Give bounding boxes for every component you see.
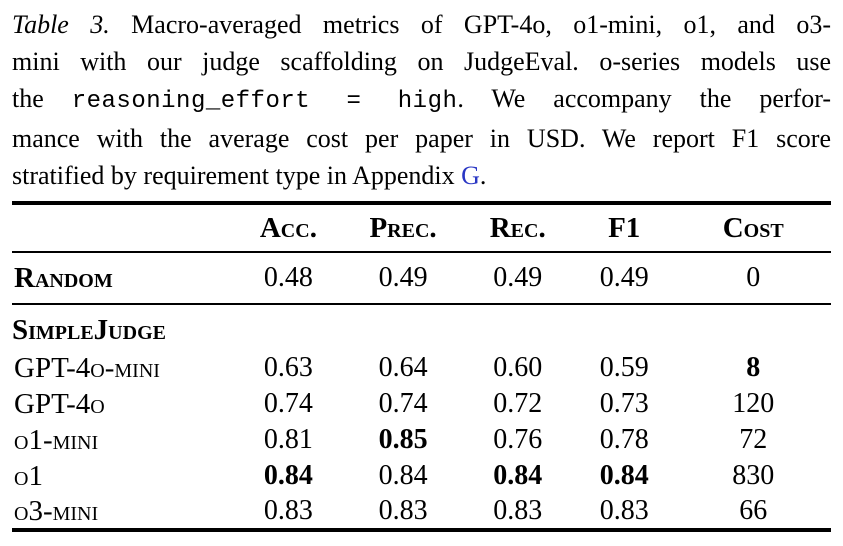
metric-cell: 0.60 [493,352,543,383]
caption-line: stratified by requirement type in Append… [12,157,831,194]
metric-cell: 0.78 [599,424,649,455]
metric-cell: 0.83 [263,495,313,526]
appendix-link[interactable]: G [461,161,480,190]
table-row: Random 0.48 0.49 0.49 0.49 0 [12,252,831,304]
metric-cell: 0.81 [263,424,313,455]
caption-segment: . [479,161,487,190]
row-label: GPT-4o [14,387,105,420]
caption-segment: Macro-averaged metrics of GPT-4o, o1-min… [109,10,831,39]
metric-cell: 66 [739,495,768,526]
caption-line: the reasoning_effort = high. We accompan… [12,80,831,120]
table-row: o1-mini 0.81 0.85 0.76 0.78 72 [12,422,831,458]
table-row: o3-mini 0.83 0.83 0.83 0.83 66 [12,494,831,530]
metric-cell: 0.59 [599,352,649,383]
metric-cell: 120 [732,388,775,419]
metric-cell: 0.72 [493,388,543,419]
column-header-f1: F1 [608,211,641,244]
caption-line: mini with our judge scaffolding on Judge… [12,43,831,80]
metric-cell: 0.73 [599,388,649,419]
metric-cell: 8 [746,352,761,383]
metric-cell: 0.48 [263,262,313,293]
metric-cell: 0.84 [493,460,543,491]
caption-line: mance with the average cost per paper in… [12,120,831,157]
row-label: o3-mini [14,494,99,527]
metric-cell: 0.49 [378,262,428,293]
column-header-acc: Acc. [259,211,317,244]
caption-segment: mance with the average cost per paper in… [12,124,831,153]
caption-segment: reasoning_effort = high [71,88,458,115]
metric-cell: 0.83 [493,495,543,526]
row-label: GPT-4o-mini [14,351,160,384]
caption-segment: mini with our judge scaffolding on Judge… [12,47,831,76]
table-body: Random 0.48 0.49 0.49 0.49 0 SimpleJudge GPT-4o… [12,252,831,530]
caption-segment: stratified by requirement type in Append… [12,161,462,190]
metric-cell: 0.84 [263,460,313,491]
metric-cell: 0.85 [378,424,428,455]
metric-cell: 0.64 [378,352,428,383]
metric-cell: 0.83 [378,495,428,526]
metric-cell: 72 [739,424,768,455]
metric-cell: 0.74 [378,388,428,419]
section-row: SimpleJudge [12,304,831,350]
column-header-cost: Cost [722,211,784,244]
caption-segment: the [12,84,72,113]
row-label: o1-mini [14,423,99,456]
metric-cell: 0.83 [599,495,649,526]
table-row: GPT-4o 0.74 0.74 0.72 0.73 120 [12,386,831,422]
column-header-label [12,203,233,252]
metric-cell: 0.49 [599,262,649,293]
table-caption: Table 3. Macro-averaged metrics of GPT-4… [12,6,831,194]
metric-cell: 0.49 [493,262,543,293]
metrics-table: Acc. Prec. Rec. F1 Cost Random 0.48 0.49 0.49 0.… [12,201,831,532]
caption-segment: Table 3. [12,10,110,39]
row-label: o1 [14,459,43,492]
metric-cell: 0 [746,262,761,293]
metric-cell: 0.63 [263,352,313,383]
table-header-row: Acc. Prec. Rec. F1 Cost [12,203,831,252]
metric-cell: 0.74 [263,388,313,419]
metric-cell: 0.84 [378,460,428,491]
caption-segment: . We accompany the perfor- [457,84,831,113]
table-row: GPT-4o-mini 0.63 0.64 0.60 0.59 8 [12,350,831,386]
metric-cell: 0.76 [493,424,543,455]
caption-line: Table 3. Macro-averaged metrics of GPT-4… [12,6,831,43]
metric-cell: 830 [732,460,775,491]
metric-cell: 0.84 [599,460,649,491]
table-row: o1 0.84 0.84 0.84 0.84 830 [12,458,831,494]
column-header-rec: Rec. [489,211,546,244]
row-label: Random [14,261,113,294]
section-label: SimpleJudge [12,314,166,346]
column-header-prec: Prec. [369,211,437,244]
